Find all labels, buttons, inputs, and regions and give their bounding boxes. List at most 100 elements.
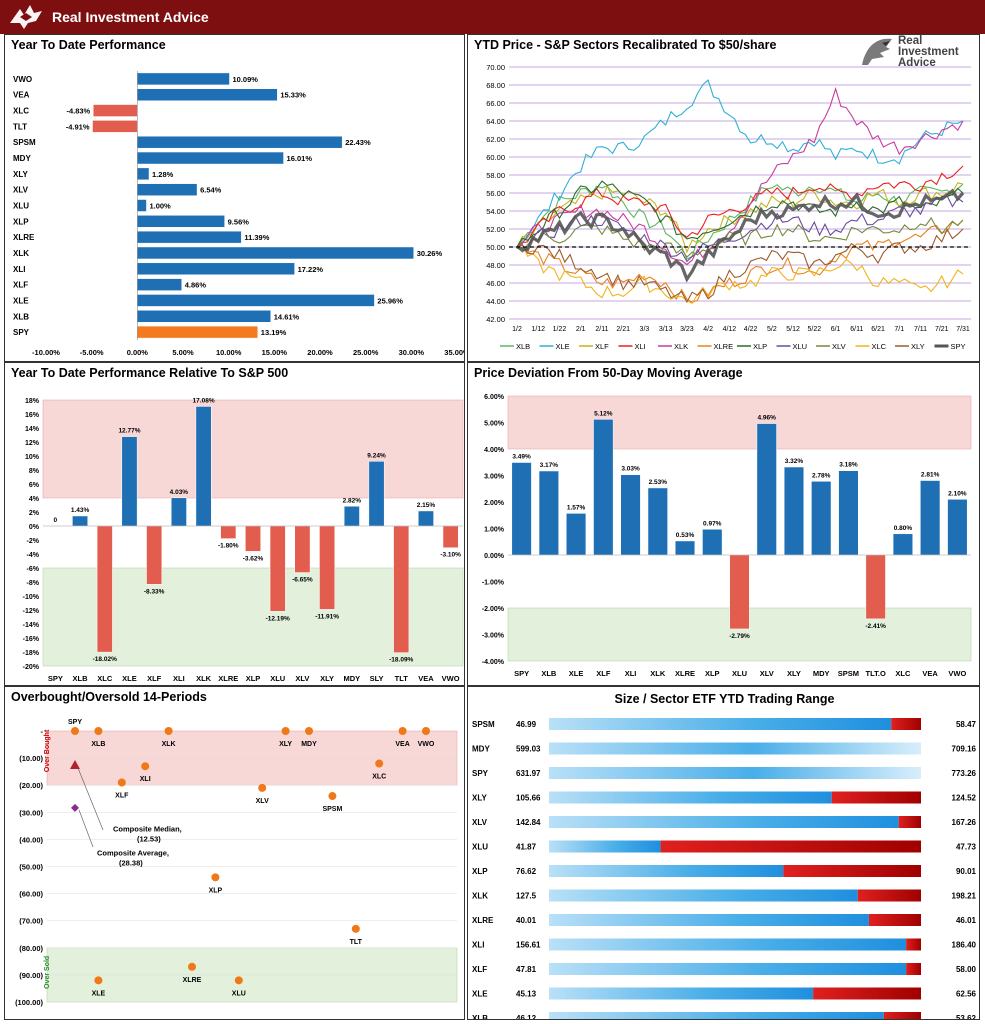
- bar-xlf: [146, 525, 163, 585]
- range-low: 45.13: [516, 990, 537, 999]
- y-tick-label: (80.00): [19, 944, 43, 953]
- category-label: XLF: [596, 669, 611, 678]
- point-label: XLE: [92, 990, 106, 997]
- y-tick-label: (60.00): [19, 890, 43, 899]
- range-bar-current: [549, 742, 921, 755]
- value-label: 11.39%: [244, 233, 269, 242]
- x-tick-label: 1/2: [512, 326, 522, 333]
- y-tick-label: (20.00): [19, 781, 43, 790]
- series-line-xle: [516, 79, 964, 248]
- value-label: 2.15%: [417, 502, 436, 509]
- category-label: VWO: [13, 75, 32, 84]
- range-low: 46.12: [516, 1014, 537, 1020]
- bar-xlre: [220, 525, 237, 539]
- category-label: XLU: [732, 669, 747, 678]
- eagle-head-icon: [862, 38, 892, 65]
- y-tick-label: -2%: [27, 538, 40, 545]
- point-label: XLU: [232, 990, 246, 997]
- x-tick-label: 7/1: [894, 326, 904, 333]
- value-label: -3.62%: [243, 555, 264, 562]
- bar-mdy: [343, 506, 360, 527]
- range-high: 773.26: [952, 769, 977, 778]
- category-label: XLI: [625, 669, 637, 678]
- deviation-title: Price Deviation From 50-Day Moving Avera…: [474, 366, 743, 380]
- x-tick-label: 4/2: [703, 326, 713, 333]
- range-bar-remaining: [857, 889, 921, 902]
- value-label: -11.91%: [315, 613, 339, 620]
- legend-label: SPY: [951, 342, 966, 351]
- range-low: 631.97: [516, 769, 541, 778]
- relative-chart: 18% 16% 14% 12% 10% 8% 6% 4% 2% 0% -2% -4% -6% -8% -10…: [23, 397, 464, 683]
- y-tick-label: 50.00: [486, 243, 505, 252]
- category-label: XLK: [650, 669, 666, 678]
- range-bar-current: [549, 718, 892, 730]
- y-tick-label: 3.00%: [484, 474, 505, 481]
- value-label: -2.41%: [865, 623, 886, 630]
- category-label: SPSM: [838, 669, 859, 678]
- series-line-xlk: [516, 86, 964, 266]
- category-label: XLV: [295, 674, 309, 683]
- point-label: XLC: [372, 774, 386, 781]
- value-label: 10.09%: [232, 75, 258, 84]
- series-line-xli: [516, 165, 964, 248]
- value-label: -8.33%: [144, 588, 165, 595]
- range-bar-remaining: [783, 865, 921, 877]
- point-label: XLB: [91, 741, 105, 748]
- range-name: XLI: [472, 941, 484, 950]
- range-low: 41.87: [516, 843, 537, 852]
- legend-label: XLRE: [714, 342, 734, 351]
- value-label: 15.33%: [280, 91, 306, 100]
- category-label: XLV: [13, 186, 29, 195]
- y-tick-label: 16%: [25, 412, 40, 419]
- category-label: XLY: [13, 170, 28, 179]
- value-label: 17.22%: [298, 265, 324, 274]
- bar-xlv: [756, 423, 777, 556]
- point-label: XLP: [209, 887, 223, 894]
- bar-vwo: [947, 499, 968, 556]
- category-label: XLE: [122, 674, 137, 683]
- y-tick-label: 52.00: [486, 225, 505, 234]
- bar-xle: [566, 513, 587, 556]
- bar-xlv: [294, 525, 311, 573]
- category-label: XLU: [270, 674, 285, 683]
- y-tick-label: (30.00): [19, 808, 43, 817]
- series-line-xlp: [516, 180, 964, 248]
- y-tick-label: 70.00: [486, 63, 505, 72]
- y-tick-label: -2.00%: [482, 606, 505, 613]
- y-tick-label: 6.00%: [484, 394, 505, 401]
- y-tick-label: 58.00: [486, 171, 505, 180]
- point-xlb: [94, 727, 103, 735]
- average-marker: [71, 803, 79, 812]
- x-tick-label: 10.00%: [216, 348, 242, 357]
- category-label: SPY: [514, 669, 529, 678]
- y-tick-label: 2%: [29, 510, 40, 517]
- category-label: XLB: [13, 312, 29, 321]
- x-tick-label: 6/1: [831, 326, 841, 333]
- value-label: -4.91%: [66, 122, 90, 131]
- value-label: 16.01%: [287, 154, 313, 163]
- bar-xlre: [137, 230, 242, 244]
- bar-xlre: [674, 540, 696, 556]
- x-tick-label: 7/21: [935, 326, 949, 333]
- range-bar-current: [549, 1012, 884, 1019]
- y-tick-label: 68.00: [486, 81, 505, 90]
- overbought-zone: [42, 399, 464, 499]
- value-label: 14.61%: [274, 312, 300, 321]
- range-bar-current: [549, 914, 869, 926]
- category-label: VWO: [442, 674, 460, 683]
- range-low: 46.99: [516, 720, 537, 729]
- range-low: 156.61: [516, 941, 541, 950]
- point-xlc: [375, 759, 384, 768]
- x-tick-label: 4/22: [744, 326, 758, 333]
- range-name: SPSM: [472, 720, 495, 729]
- category-label: SLY: [370, 674, 384, 683]
- point-label: VEA: [395, 741, 409, 748]
- bar-xlc: [892, 533, 913, 556]
- y-tick-label: 10%: [25, 454, 40, 461]
- x-tick-label: 5/2: [767, 326, 777, 333]
- range-low: 142.84: [516, 818, 541, 827]
- range-bar-remaining: [898, 816, 921, 828]
- value-label: 3.17%: [540, 462, 559, 469]
- bar-xlu: [269, 525, 286, 612]
- point-xlk: [164, 727, 173, 735]
